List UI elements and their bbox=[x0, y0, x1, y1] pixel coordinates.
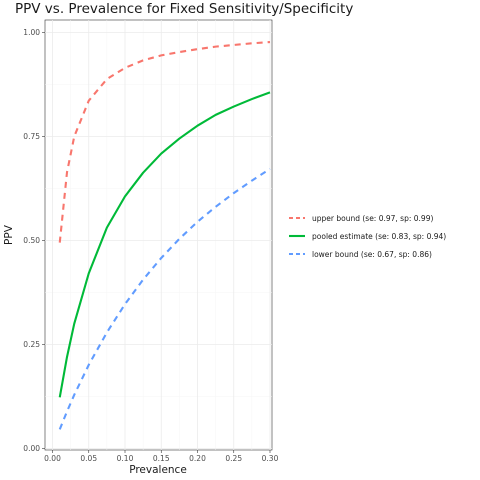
chart-title: PPV vs. Prevalence for Fixed Sensitivity… bbox=[15, 1, 354, 17]
x-tick-label: 0.05 bbox=[80, 454, 97, 463]
x-tick-label: 0.30 bbox=[262, 454, 279, 463]
y-tick-label: 0.50 bbox=[23, 236, 40, 245]
series-line-2 bbox=[58, 91, 271, 398]
series-layer bbox=[58, 41, 271, 430]
legend-label-3: lower bound (se: 0.67, sp: 0.86) bbox=[312, 250, 432, 259]
y-axis: 0.00 0.25 0.50 0.75 1.00 bbox=[23, 28, 45, 453]
x-tick-label: 0.00 bbox=[44, 454, 61, 463]
y-tick-label: 0.75 bbox=[23, 132, 40, 141]
x-tick-label: 0.10 bbox=[117, 454, 134, 463]
y-tick-label: 0.25 bbox=[23, 340, 40, 349]
y-tick-label: 1.00 bbox=[23, 28, 40, 37]
x-axis: 0.00 0.05 0.10 0.15 0.20 0.25 0.30 bbox=[44, 450, 279, 463]
legend-label-2: pooled estimate (se: 0.83, sp: 0.94) bbox=[312, 232, 446, 241]
grid-minor bbox=[45, 20, 272, 450]
series-line-1 bbox=[58, 41, 271, 243]
x-tick-label: 0.25 bbox=[225, 454, 242, 463]
y-axis-title: PPV bbox=[3, 224, 15, 245]
legend: upper bound (se: 0.97, sp: 0.99) pooled e… bbox=[289, 214, 446, 259]
x-axis-title: Prevalence bbox=[129, 464, 187, 476]
grid-major bbox=[45, 20, 272, 450]
legend-label-1: upper bound (se: 0.97, sp: 0.99) bbox=[312, 214, 433, 223]
x-tick-label: 0.20 bbox=[189, 454, 206, 463]
x-tick-label: 0.15 bbox=[153, 454, 170, 463]
y-tick-label: 0.00 bbox=[23, 444, 40, 453]
